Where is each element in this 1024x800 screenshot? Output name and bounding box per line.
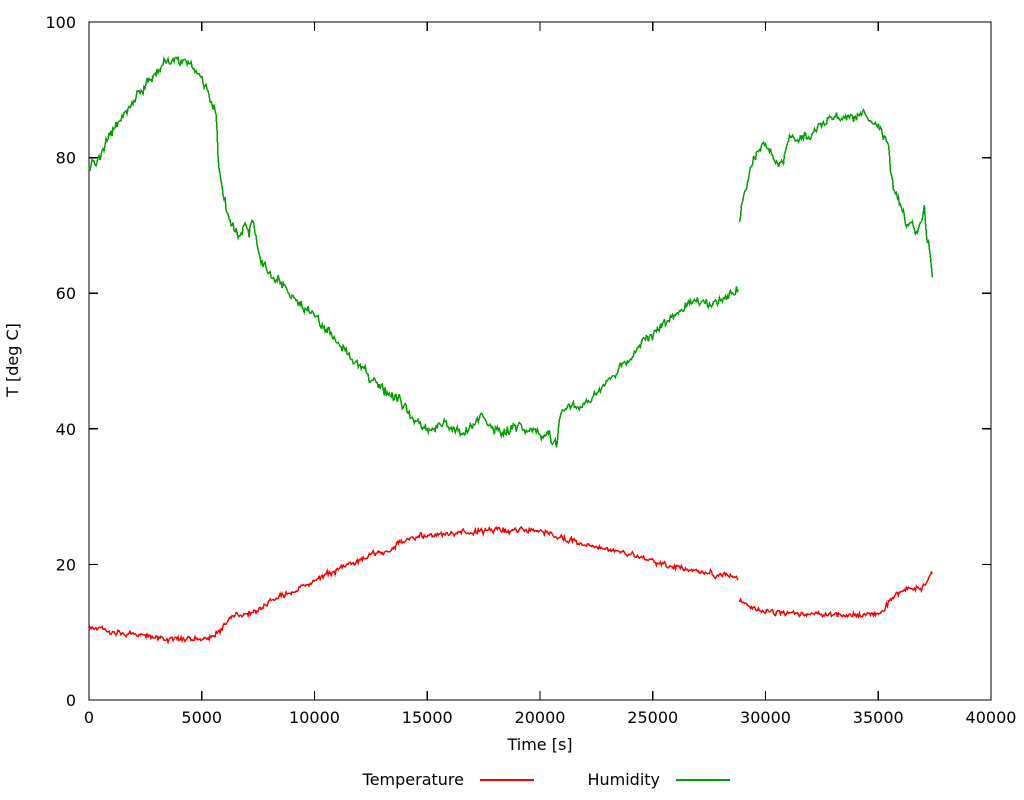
legend-label: Temperature	[362, 770, 464, 789]
y-tick-label: 40	[56, 420, 76, 439]
chart-legend: Temperature Humidity	[362, 770, 730, 789]
y-tick-label: 80	[56, 149, 76, 168]
y-tick-label: 0	[66, 691, 76, 710]
x-tick-label: 20000	[515, 708, 566, 727]
series-line-temperature-segment-2	[738, 570, 933, 620]
x-tick-label: 0	[84, 708, 94, 727]
y-axis-title: T [deg C]	[3, 323, 22, 398]
x-tick-label: 40000	[966, 708, 1017, 727]
x-tick-label: 5000	[181, 708, 222, 727]
series-line-temperature-segment-1	[88, 525, 739, 645]
y-tick-label: 60	[56, 284, 76, 303]
legend-label: Humidity	[587, 770, 660, 789]
x-tick-label: 30000	[740, 708, 791, 727]
x-axis-ticks: 0 5000 10000 15000 20000 25000 30000 35000 40000	[84, 22, 1017, 727]
series-line-humidity-segment-2	[738, 107, 934, 278]
y-tick-label: 20	[56, 555, 76, 574]
series-line-humidity-segment-1	[88, 55, 740, 448]
x-axis-title: Time [s]	[506, 735, 572, 754]
y-axis-ticks: 0 20 40 60 80 100	[45, 13, 991, 710]
x-tick-label: 15000	[402, 708, 453, 727]
x-tick-label: 25000	[627, 708, 678, 727]
x-tick-label: 35000	[853, 708, 904, 727]
legend-entry-humidity: Humidity	[587, 770, 730, 789]
legend-entry-temperature: Temperature	[362, 770, 534, 789]
plot-frame	[88, 21, 992, 701]
y-tick-label: 100	[45, 13, 76, 32]
x-tick-label: 10000	[289, 708, 340, 727]
data-series-group	[88, 55, 934, 645]
